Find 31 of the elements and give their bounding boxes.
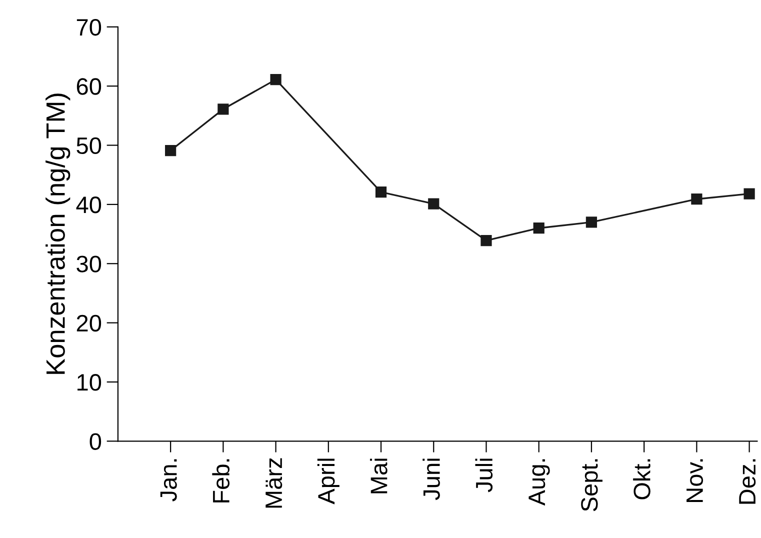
y-tick-label: 10	[78, 374, 102, 391]
x-tick-label: Sept.	[581, 459, 602, 512]
x-tick-label: Mai	[370, 458, 388, 494]
y-tick-label: 0	[90, 433, 102, 450]
x-tick-label: April	[317, 458, 340, 504]
y-tick-label: 20	[76, 314, 102, 332]
point	[270, 74, 282, 86]
x-tick-label: Feb.	[212, 459, 230, 502]
point	[218, 104, 229, 115]
point	[533, 222, 544, 234]
x-tick-label: Juni	[422, 458, 440, 500]
point	[165, 145, 176, 156]
y-tick-label: 50	[76, 137, 102, 154]
x-tick-label: Aug.	[528, 459, 550, 506]
x-tick-label: Jan.	[160, 459, 177, 502]
point	[480, 234, 492, 246]
x-tick-label: Dez.	[739, 459, 756, 504]
x-tick-label: Juli	[475, 458, 493, 492]
point	[375, 186, 387, 198]
y-tick-label: 70	[76, 18, 102, 36]
x-tick-label: Okt.	[633, 459, 650, 500]
y-axis-title: Konzentration (ng/g TM)	[46, 94, 70, 374]
point	[691, 194, 702, 205]
point	[586, 216, 598, 228]
point	[428, 198, 440, 210]
y-tick-label: 40	[76, 196, 102, 214]
point	[744, 188, 755, 200]
y-tick-label: 60	[76, 78, 102, 95]
x-tick-label: März	[266, 458, 282, 508]
x-tick-label: Nov.	[686, 459, 704, 502]
y-tick-label: 30	[76, 256, 102, 272]
